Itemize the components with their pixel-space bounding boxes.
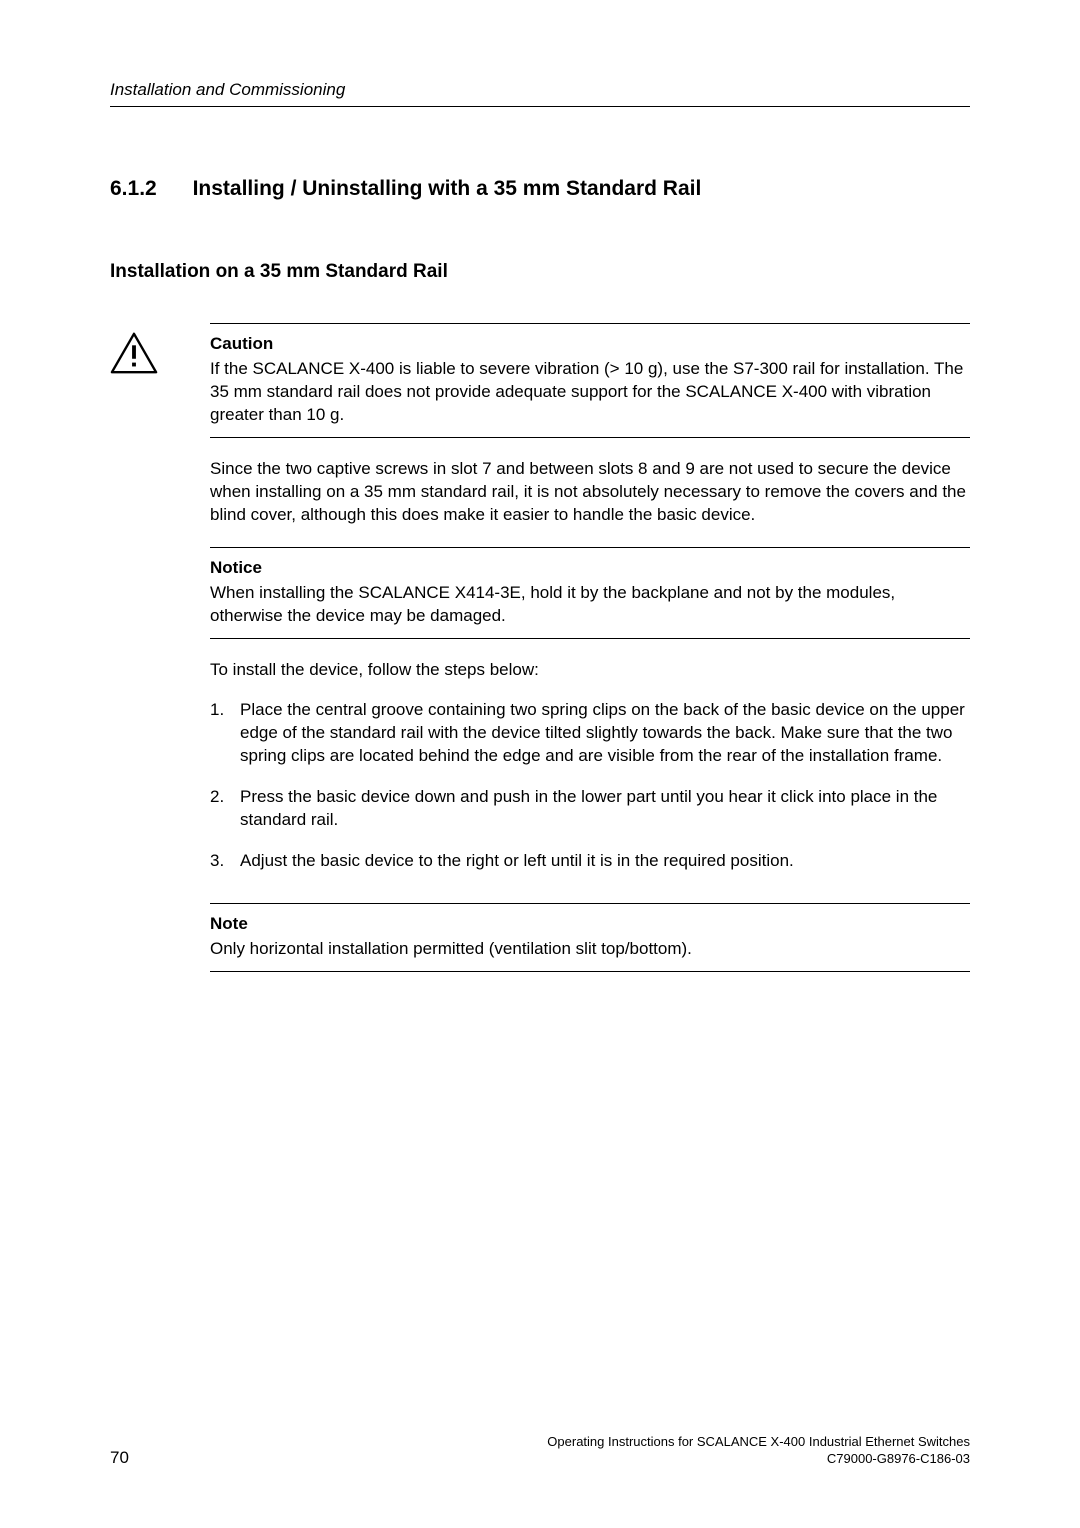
step-text: Press the basic device down and push in … — [240, 786, 970, 832]
list-item: 1. Place the central groove containing t… — [210, 699, 970, 768]
caution-callout: Caution If the SCALANCE X-400 is liable … — [210, 323, 970, 438]
subsection-heading: Installation on a 35 mm Standard Rail — [110, 261, 970, 283]
step-number: 1. — [210, 699, 240, 768]
step-text: Adjust the basic device to the right or … — [240, 850, 970, 873]
footer-doc-title: Operating Instructions for SCALANCE X-40… — [547, 1433, 970, 1451]
list-intro: To install the device, follow the steps … — [210, 659, 970, 682]
section-number: 6.1.2 — [110, 177, 157, 201]
note-label: Note — [210, 914, 970, 934]
footer-right: Operating Instructions for SCALANCE X-40… — [547, 1433, 970, 1468]
notice-body: When installing the SCALANCE X414-3E, ho… — [210, 582, 970, 628]
list-item: 2. Press the basic device down and push … — [210, 786, 970, 832]
section-heading: 6.1.2 Installing / Uninstalling with a 3… — [110, 177, 970, 201]
notice-label: Notice — [210, 558, 970, 578]
page-number: 70 — [110, 1448, 129, 1468]
step-number: 3. — [210, 850, 240, 873]
step-number: 2. — [210, 786, 240, 832]
list-item: 3. Adjust the basic device to the right … — [210, 850, 970, 873]
running-header: Installation and Commissioning — [110, 80, 970, 107]
caution-block: Caution If the SCALANCE X-400 is liable … — [110, 323, 970, 972]
caution-icon — [110, 331, 158, 375]
notice-callout: Notice When installing the SCALANCE X414… — [210, 547, 970, 639]
page-footer: 70 Operating Instructions for SCALANCE X… — [110, 1433, 970, 1468]
running-header-text: Installation and Commissioning — [110, 80, 345, 99]
note-callout: Note Only horizontal installation permit… — [210, 903, 970, 972]
caution-label: Caution — [210, 334, 970, 354]
caution-body: If the SCALANCE X-400 is liable to sever… — [210, 358, 970, 427]
paragraph-after-caution: Since the two captive screws in slot 7 a… — [210, 458, 970, 527]
step-text: Place the central groove containing two … — [240, 699, 970, 768]
note-body: Only horizontal installation permitted (… — [210, 938, 970, 961]
section-title: Installing / Uninstalling with a 35 mm S… — [193, 177, 702, 200]
footer-doc-ref: C79000-G8976-C186-03 — [547, 1450, 970, 1468]
steps-list: 1. Place the central groove containing t… — [210, 699, 970, 873]
